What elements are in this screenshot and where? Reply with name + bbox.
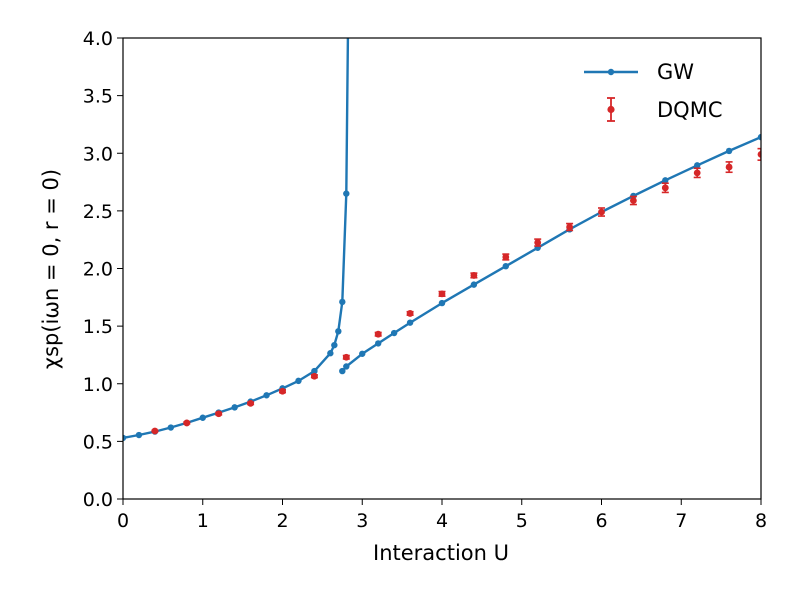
gw-point <box>339 367 346 375</box>
dqmc-point <box>630 197 637 204</box>
gw-point <box>331 341 338 349</box>
gw-point <box>339 298 346 306</box>
gw-point <box>375 340 382 347</box>
dqmc-point <box>470 272 478 279</box>
y-tick-label: 1.5 <box>83 316 113 338</box>
x-axis-label: Interaction U <box>373 541 509 565</box>
legend-dqmc-label: DQMC <box>657 98 722 122</box>
gw-point <box>359 350 366 357</box>
x-tick-label: 2 <box>276 510 288 532</box>
gw-point <box>135 431 143 439</box>
x-tick-label: 8 <box>755 510 767 532</box>
gw-point <box>470 281 478 288</box>
gw-point <box>662 177 669 184</box>
x-tick-label: 0 <box>117 510 129 532</box>
dqmc-point <box>183 419 191 427</box>
gw-point <box>123 434 127 442</box>
gw-point <box>725 147 733 155</box>
gw-point <box>757 133 761 141</box>
dqmc-point <box>757 151 761 158</box>
gw-point <box>335 328 342 335</box>
y-tick-label: 2.0 <box>83 259 113 281</box>
y-axis-label: χsp(iωn = 0, r = 0) <box>39 169 63 369</box>
gw-point <box>263 392 270 399</box>
dqmc-point <box>215 410 223 418</box>
dqmc-point <box>311 372 318 380</box>
legend-item-dqmc: DQMC <box>607 97 722 122</box>
gw-point <box>311 367 318 375</box>
gw-point <box>295 377 302 385</box>
dqmc-point <box>406 310 414 317</box>
dqmc-point <box>438 290 446 298</box>
y-tick-label: 0.0 <box>83 489 113 511</box>
legend-item-gw: GW <box>584 60 694 84</box>
dqmc-point <box>534 239 542 246</box>
legend: GW DQMC <box>584 60 722 122</box>
y-tick-label: 3.0 <box>83 143 113 165</box>
gw-point <box>343 190 350 197</box>
axis-ticks: 0 1 2 3 4 5 6 7 8 0.0 0.5 1.0 1.5 2.0 2.5 3.0 3.5 4.0 <box>83 28 767 532</box>
dqmc-point <box>693 169 701 177</box>
legend-gw-marker <box>607 68 615 76</box>
gw-point <box>390 329 398 337</box>
x-tick-label: 5 <box>516 510 528 532</box>
x-tick-label: 3 <box>356 510 368 532</box>
x-tick-label: 1 <box>197 510 209 532</box>
gw-point <box>438 299 446 307</box>
gw-point <box>231 404 238 411</box>
dqmc-point <box>598 208 605 216</box>
gw-point <box>327 350 334 357</box>
y-tick-label: 2.5 <box>83 201 113 223</box>
dqmc-point <box>247 399 255 407</box>
dqmc-point <box>342 353 350 361</box>
dqmc-point <box>374 330 382 338</box>
dqmc-point <box>661 184 669 192</box>
dqmc-point <box>151 427 159 435</box>
gw-point <box>502 262 509 270</box>
x-tick-label: 6 <box>595 510 607 532</box>
dqmc-point <box>566 223 573 231</box>
dqmc-point <box>502 253 510 261</box>
x-tick-label: 4 <box>436 510 448 532</box>
plot-area <box>123 38 761 442</box>
legend-gw-label: GW <box>657 60 694 84</box>
x-tick-label: 7 <box>675 510 687 532</box>
gw-point <box>694 162 701 169</box>
gw-point <box>343 363 350 370</box>
dqmc-point <box>725 163 733 171</box>
y-tick-label: 4.0 <box>83 28 113 50</box>
gw-point <box>406 319 414 326</box>
gw-point <box>199 414 206 421</box>
gw-point <box>167 424 175 431</box>
y-tick-label: 1.0 <box>83 374 113 396</box>
y-tick-label: 0.5 <box>83 431 113 453</box>
y-tick-label: 3.5 <box>83 86 113 108</box>
legend-dqmc-marker <box>607 105 615 114</box>
dqmc-point <box>279 387 286 395</box>
